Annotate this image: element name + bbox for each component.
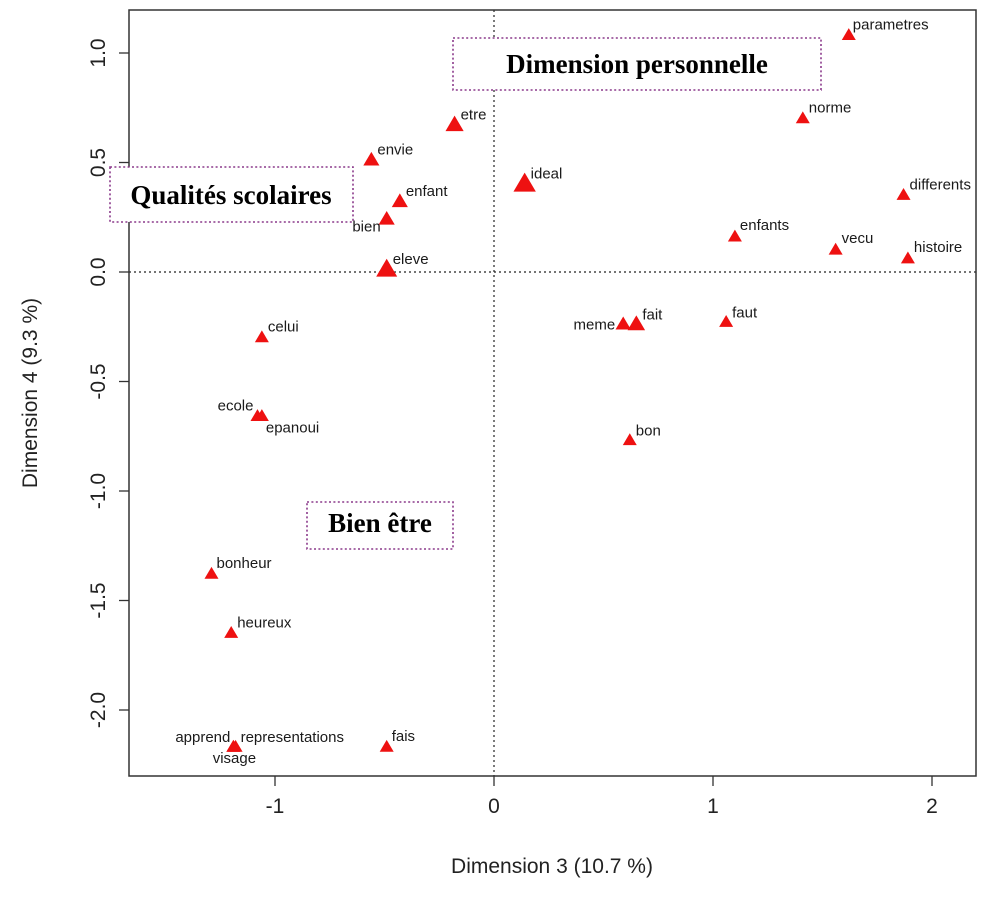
data-points	[204, 28, 915, 752]
point-marker-fais	[379, 739, 394, 752]
point-label-apprend: apprend	[175, 729, 230, 746]
x-tick-label: 1	[707, 795, 719, 818]
x-tick-label: 2	[926, 795, 938, 818]
y-tick-label: -1.5	[87, 582, 110, 618]
point-label-eleve: eleve	[393, 251, 429, 268]
point-label-visage: visage	[213, 750, 256, 767]
x-tick-label: -1	[266, 795, 285, 818]
x-tick-label: 0	[488, 795, 500, 818]
point-marker-bonheur	[204, 566, 219, 579]
point-label-faut: faut	[732, 304, 758, 321]
point-marker-parametres	[841, 28, 856, 41]
point-label-vecu: vecu	[842, 230, 874, 247]
point-marker-heureux	[224, 625, 239, 638]
group-annotation-label: Dimension personnelle	[506, 49, 768, 79]
y-tick-label: 0.5	[87, 148, 110, 177]
point-marker-celui	[254, 330, 269, 343]
y-tick-label: -2.0	[87, 692, 110, 728]
point-marker-norme	[795, 111, 810, 124]
x-axis-ticks: -1 0 1 2	[266, 776, 938, 818]
point-marker-enfants	[727, 229, 742, 242]
point-marker-bien	[378, 210, 395, 225]
point-label-bien: bien	[352, 218, 380, 235]
point-marker-differents	[896, 187, 911, 200]
point-label-fais: fais	[392, 728, 415, 745]
group-annotations: Dimension personnelle Qualités scolaires B…	[109, 37, 822, 550]
point-marker-fait	[627, 315, 646, 331]
group-annotation-box	[109, 166, 354, 223]
point-label-enfants: enfants	[740, 217, 789, 234]
y-tick-label: 0.0	[87, 257, 110, 286]
point-marker-visage	[226, 739, 241, 752]
point-label-etre: etre	[461, 106, 487, 123]
point-label-representations: representations	[241, 729, 344, 746]
point-label-differents: differents	[910, 176, 971, 193]
group-annotation-label: Bien être	[328, 508, 432, 538]
point-label-ideal: ideal	[531, 165, 563, 182]
point-marker-histoire	[900, 251, 915, 264]
point-marker-eleve	[376, 258, 398, 277]
x-axis-title: Dimension 3 (10.7 %)	[451, 855, 653, 878]
point-marker-envie	[363, 151, 380, 166]
point-marker-epanoui	[254, 409, 269, 422]
point-label-enfant: enfant	[406, 183, 449, 200]
y-tick-label: 1.0	[87, 38, 110, 67]
point-label-bonheur: bonheur	[216, 555, 271, 572]
point-marker-etre	[445, 115, 464, 132]
point-marker-bon	[622, 433, 637, 446]
plot-frame	[128, 9, 977, 777]
point-label-heureux: heureux	[237, 614, 292, 631]
group-annotation-label: Qualités scolaires	[130, 180, 331, 210]
point-marker-enfant	[391, 193, 408, 208]
point-label-ecole: ecole	[218, 398, 254, 415]
point-label-parametres: parametres	[853, 16, 929, 33]
reference-lines	[129, 10, 976, 776]
point-label-meme: meme	[574, 317, 616, 334]
point-label-fait: fait	[642, 307, 663, 324]
y-axis-title: Dimension 4 (9.3 %)	[19, 298, 42, 488]
point-labels: parametres norme differents enfants vecu hist…	[175, 16, 971, 767]
point-label-envie: envie	[377, 141, 413, 158]
group-annotation-box	[452, 37, 822, 91]
point-marker-vecu	[828, 242, 843, 255]
y-axis-ticks: 1.0 0.5 0.0 -0.5 -1.0 -1.5 -2.0	[87, 38, 129, 728]
point-marker-meme	[615, 316, 631, 330]
point-label-epanoui: epanoui	[266, 420, 319, 437]
point-marker-ideal	[513, 172, 536, 192]
point-label-bon: bon	[636, 423, 661, 440]
y-tick-label: -0.5	[87, 363, 110, 399]
y-tick-label: -1.0	[87, 473, 110, 509]
point-marker-faut	[719, 314, 734, 327]
point-label-celui: celui	[268, 319, 299, 336]
group-annotation-box	[306, 501, 454, 550]
point-label-histoire: histoire	[914, 239, 962, 256]
point-label-norme: norme	[809, 100, 852, 117]
